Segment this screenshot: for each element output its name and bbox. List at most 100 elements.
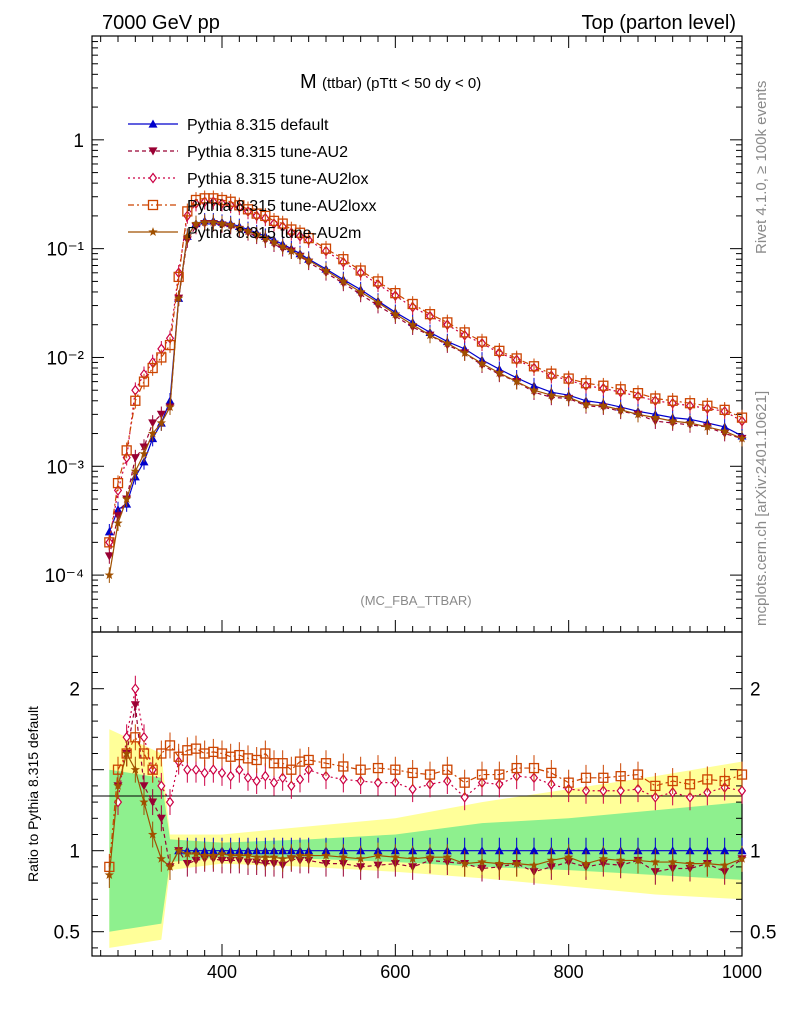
ratio-point	[685, 846, 695, 855]
main-point	[200, 217, 210, 227]
ratio-point	[269, 852, 279, 862]
main-point	[632, 388, 644, 399]
main-point	[390, 288, 401, 299]
ratio-point	[226, 850, 236, 860]
ratio-point	[512, 858, 522, 868]
ratio-point	[277, 758, 288, 769]
axes: 400 600 800 1000 10⁻⁴ 10⁻³ 10⁻² 10⁻¹ 1 0.5 0.5 1 1 2 2	[45, 35, 776, 982]
ratio-point	[156, 748, 167, 759]
ratio-point	[164, 740, 176, 751]
ratio-point	[477, 857, 487, 866]
main-line-AU2loxx	[108, 197, 743, 543]
ratio-point	[408, 783, 417, 795]
main-point	[130, 454, 140, 463]
main-point	[477, 358, 487, 368]
main-point	[148, 428, 158, 438]
main-point	[650, 393, 661, 404]
ratio-point	[442, 852, 452, 862]
y-tick-label-ratio-right: 2	[750, 680, 761, 701]
main-point	[252, 229, 262, 239]
ratio-point	[295, 773, 305, 785]
ratio-point	[720, 846, 730, 855]
ratio-point	[148, 829, 158, 839]
ratio-point	[252, 852, 262, 862]
ratio-point	[684, 779, 696, 790]
main-point	[355, 265, 366, 276]
main-point	[528, 361, 540, 372]
ratio-point	[173, 751, 184, 762]
main-point	[294, 227, 306, 238]
main-point	[295, 250, 305, 260]
ratio-point	[373, 777, 383, 789]
main-point	[226, 220, 236, 229]
ratio-point	[148, 798, 158, 807]
ratio-point	[278, 772, 287, 784]
ratio-point	[529, 860, 539, 870]
ratio-point	[139, 782, 149, 791]
main-point	[564, 392, 574, 402]
ratio-point	[130, 764, 140, 774]
main-point	[668, 416, 678, 426]
ratio-point	[139, 731, 149, 743]
main-point	[442, 317, 453, 328]
y-tick-label-main: 1	[73, 131, 84, 152]
legend-marker	[148, 172, 158, 184]
y-tick-label-ratio-left: 0.5	[54, 923, 80, 944]
series-AU2loxx	[104, 190, 748, 880]
plot-title-main: M	[300, 71, 317, 93]
main-point	[269, 237, 279, 247]
y-tick-label-ratio-left: 2	[69, 680, 80, 701]
main-point	[650, 412, 660, 422]
x-tick-label: 800	[554, 962, 584, 982]
ratio-point	[287, 780, 296, 792]
main-line-default	[108, 220, 743, 533]
main-point	[684, 398, 696, 409]
main-line-AU2m	[108, 221, 743, 576]
main-point	[122, 494, 132, 503]
ratio-point	[719, 775, 730, 787]
main-point	[581, 399, 591, 409]
y-tick-label-ratio-left: 1	[69, 842, 80, 863]
main-point	[737, 433, 747, 443]
ratio-point	[286, 852, 296, 862]
main-point	[234, 223, 244, 232]
ratio-point	[165, 796, 175, 808]
ratio-point	[442, 764, 453, 775]
main-point	[147, 362, 158, 374]
ratio-point	[616, 785, 625, 797]
ratio-point	[615, 771, 626, 782]
ratio-point	[460, 858, 470, 868]
ratio-point	[191, 849, 201, 858]
ratio-point	[476, 769, 488, 780]
ratio-point	[598, 772, 609, 783]
process-label: Top (parton level)	[581, 12, 736, 34]
main-point	[459, 327, 470, 338]
ratio-point	[104, 870, 114, 879]
ratio-point	[295, 850, 305, 860]
ratio-point	[494, 769, 505, 780]
ratio-point	[304, 850, 314, 860]
main-point	[156, 352, 167, 363]
legend-entry-AU2lox: Pythia 8.315 tune-AU2lox	[128, 171, 368, 188]
rivet-label: Rivet 4.1.0, ≥ 100k events	[753, 81, 770, 254]
series-curves	[104, 190, 748, 888]
main-point	[736, 412, 748, 423]
main-point	[442, 338, 452, 348]
main-point	[338, 276, 348, 286]
y-tick-label-ratio-right: 0.5	[750, 923, 776, 944]
main-point	[407, 298, 418, 310]
main-point	[563, 373, 574, 384]
ratio-point	[131, 683, 140, 695]
main-point	[667, 395, 678, 406]
main-point	[321, 265, 331, 275]
main-point	[372, 276, 384, 287]
main-point	[113, 518, 123, 528]
main-point	[702, 422, 712, 431]
ratio-point	[338, 761, 349, 772]
legend-label: Pythia 8.315 tune-AU2lox	[187, 171, 368, 188]
legend-marker	[148, 227, 158, 236]
legend-entry-default: Pythia 8.315 default	[128, 117, 329, 134]
plot-title-sub: (ttbar) (pTtt < 50 dy < 0)	[322, 75, 481, 92]
main-point	[580, 378, 592, 389]
ratio-point	[529, 846, 539, 855]
